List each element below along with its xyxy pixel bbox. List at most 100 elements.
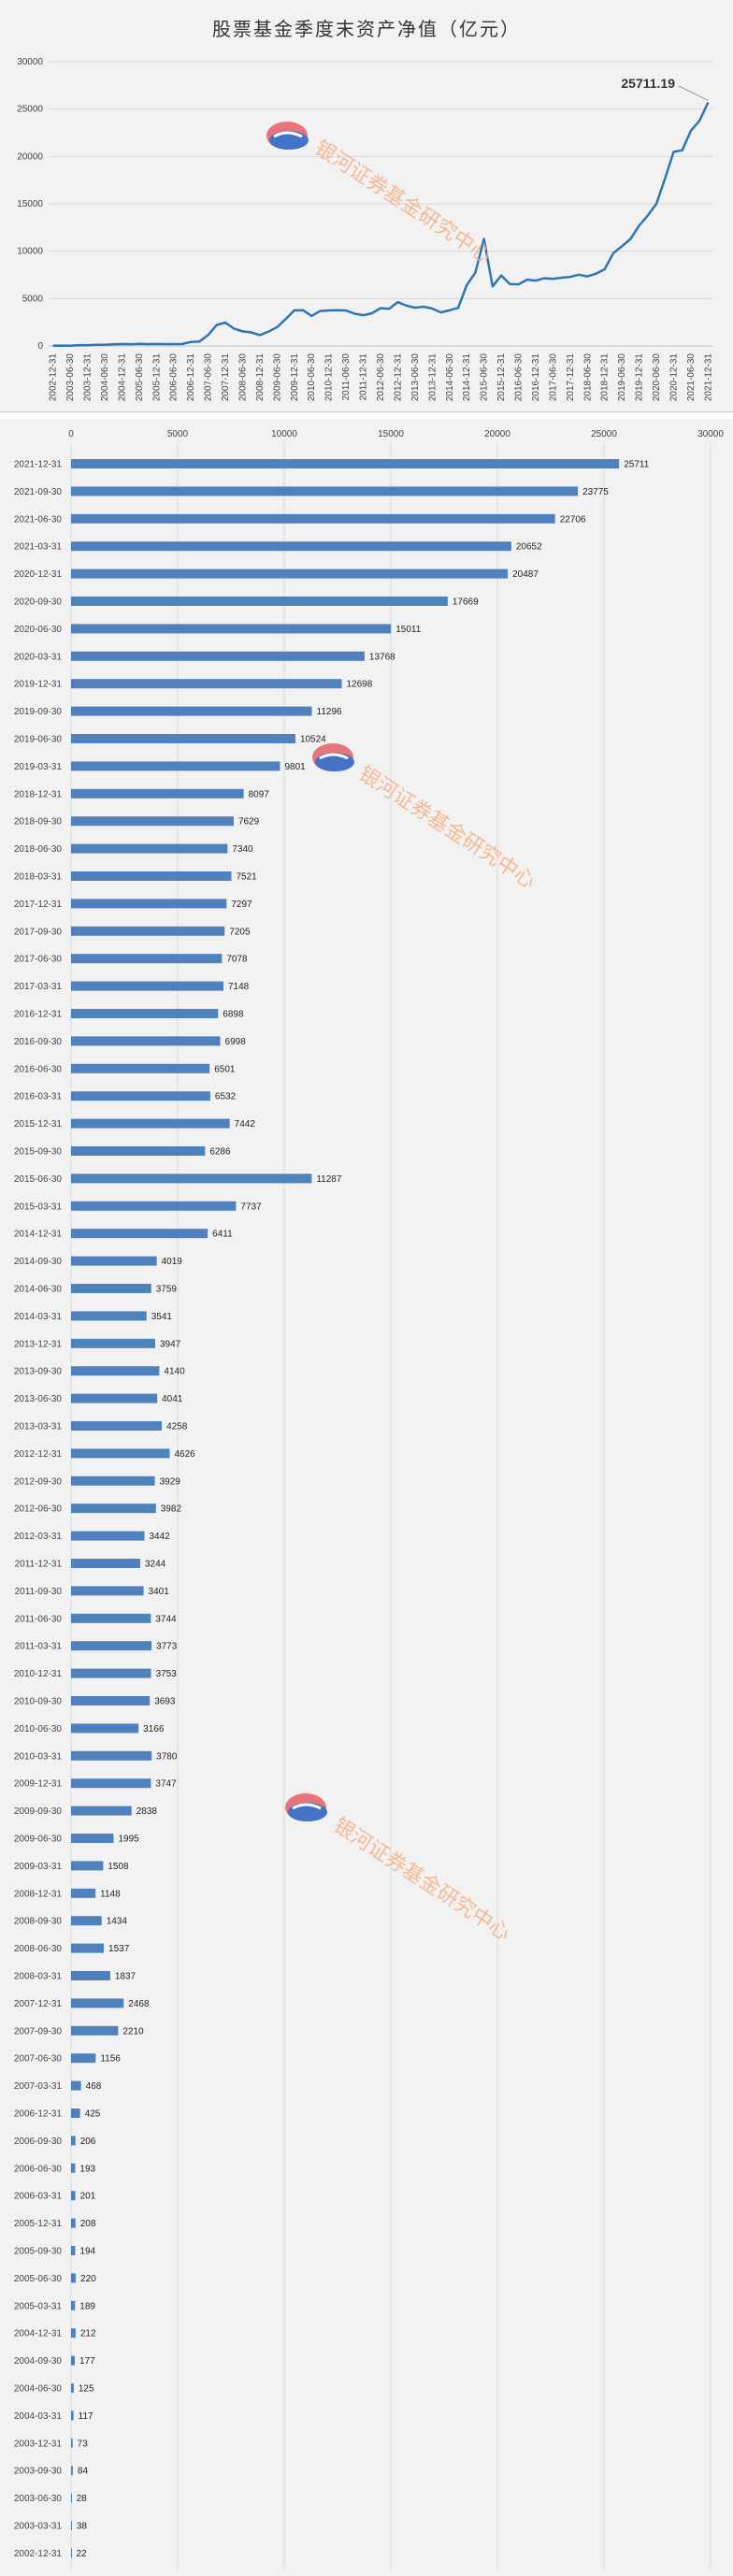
category-label: 2007-03-31 [14,2081,63,2092]
category-label: 2012-12-31 [14,1449,63,1460]
bar-value-label: 4626 [174,1449,195,1460]
category-label: 2011-12-31 [15,1560,63,1570]
bar [71,1146,206,1156]
bar [71,1834,114,1843]
bar [71,1063,210,1073]
category-label: 2014-09-30 [14,1257,63,1267]
bar [71,1696,151,1705]
logo-swoosh [292,1803,322,1810]
bar-value-label: 22706 [560,514,586,525]
bar-value-label: 7297 [231,899,252,910]
bar [71,761,280,771]
bar [71,2080,81,2091]
annotation-leader [678,85,709,101]
category-label: 2020-12-31 [14,569,63,580]
bar [71,1421,163,1431]
x-tick-label: 2017-12-31 [566,353,576,402]
category-label: 2016-09-30 [14,1037,63,1047]
bar-value-label: 212 [80,2329,96,2339]
x-tick-label: 2014-06-30 [445,353,455,402]
x-tick-label: 2016-12-31 [531,353,541,402]
bar-value-label: 3759 [156,1285,178,1295]
watermark-1: 银河证券基金研究中心 [266,122,496,268]
bar-value-label: 6532 [215,1092,237,1102]
x-tick-label: 15000 [378,429,404,439]
bar-value-label: 11296 [317,707,343,717]
category-label: 2006-12-31 [14,2109,63,2120]
y-tick-label: 15000 [17,199,43,209]
bar [71,541,511,552]
y-tick-label: 0 [37,341,43,352]
bar-value-label: 6898 [223,1010,244,1020]
bar-value-label: 3747 [155,1779,177,1790]
category-label: 2011-09-30 [15,1587,63,1597]
x-tick-label: 5000 [167,429,189,439]
bar [71,2493,72,2503]
y-tick-label: 25000 [17,105,43,115]
category-label: 2017-09-30 [14,927,63,937]
category-label: 2009-03-31 [14,1862,63,1872]
x-tick-label: 10000 [271,429,297,439]
bar-value-label: 7629 [238,817,260,827]
bar [71,1338,155,1348]
bar [71,788,244,799]
bar-value-label: 468 [86,2081,102,2092]
x-tick-label: 2013-12-31 [427,353,438,402]
x-tick-label: 2015-06-30 [480,353,490,402]
bar [71,1284,151,1293]
bar [71,2411,74,2421]
bar [71,1778,151,1789]
category-label: 2014-06-30 [14,1285,63,1295]
bar-value-label: 4019 [162,1257,183,1267]
category-label: 2009-06-30 [14,1835,63,1845]
x-tick-label: 2021-06-30 [686,353,697,402]
bar [71,1750,152,1761]
bar-value-label: 7148 [228,982,250,992]
bar-value-label: 6286 [209,1147,231,1158]
bar [71,843,228,854]
bar [71,899,227,909]
bar [71,2548,72,2558]
bar-value-label: 73 [78,2439,89,2449]
bar-value-label: 425 [85,2109,101,2120]
bar [71,1393,158,1403]
line-chart-panel: 股票基金季度末资产净值（亿元） 0 5000 10000 15000 20000 2500… [0,0,733,412]
bar [71,2246,76,2255]
category-label: 2021-12-31 [14,460,63,470]
category-label: 2020-09-30 [14,597,63,608]
bar-value-label: 3693 [154,1697,176,1707]
bar-value-label: 17669 [453,597,479,608]
line-chart-y-axis: 0 5000 10000 15000 20000 25000 30000 [17,57,43,352]
bar [71,459,620,468]
bar [71,706,312,716]
x-tick-label: 2010-12-31 [324,353,335,402]
bar-value-label: 15011 [395,625,422,635]
bar-value-label: 193 [79,2164,95,2174]
x-tick-label: 2007-12-31 [221,353,231,402]
x-tick-label: 2015-12-31 [496,353,507,402]
bar [71,2108,80,2118]
bar [71,1504,156,1514]
category-label: 2009-12-31 [14,1779,63,1790]
bar [71,2025,119,2036]
category-label: 2018-03-31 [14,872,63,883]
bar-chart-category-axis: 2021-12-31 2021-09-30 2021-06-30 2021-03-31… [14,460,63,2559]
bar-value-label: 25711 [624,460,650,470]
bar-value-label: 1508 [108,1862,129,1872]
category-label: 2002-12-31 [14,2549,63,2559]
watermark-2: 银河证券基金研究中心 [312,743,539,894]
bar [71,1366,160,1376]
bar-value-label: 220 [80,2274,96,2284]
bar-value-label: 3401 [149,1587,170,1597]
bar [71,1311,147,1321]
category-label: 2003-12-31 [14,2439,63,2449]
category-label: 2005-03-31 [14,2301,63,2311]
bar-value-label: 6411 [212,1230,233,1240]
bar-value-label: 208 [80,2219,96,2229]
category-label: 2015-12-31 [14,1119,63,1130]
category-label: 2021-09-30 [14,487,63,497]
bar-value-label: 3947 [160,1339,181,1349]
category-label: 2017-06-30 [14,955,63,965]
category-label: 2006-03-31 [14,2192,63,2202]
category-label: 2012-03-31 [14,1532,63,1542]
